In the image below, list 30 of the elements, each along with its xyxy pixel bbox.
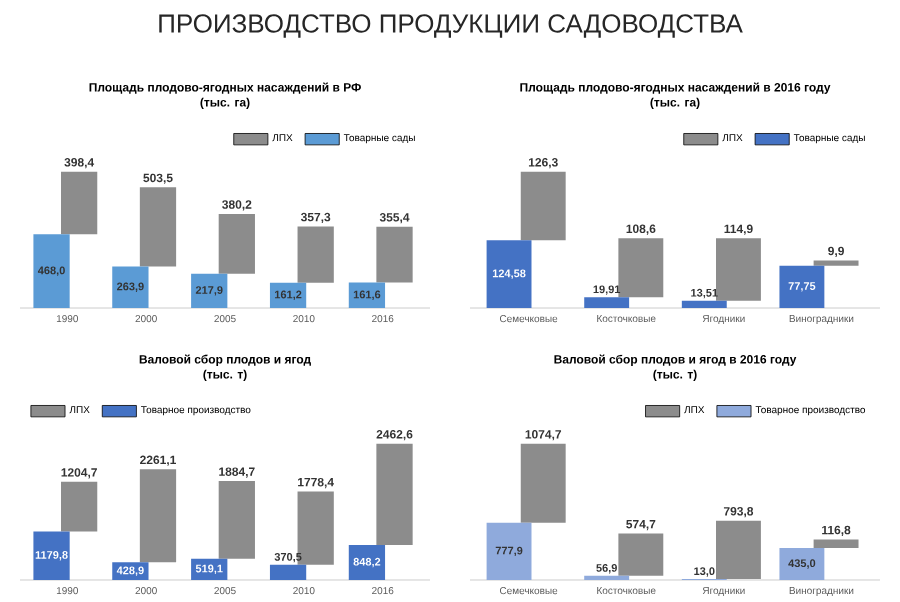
bar: [716, 237, 761, 301]
bar: [218, 480, 255, 559]
bar: [486, 239, 532, 308]
bar: [584, 296, 630, 308]
bar: [716, 520, 761, 579]
bar: [33, 234, 70, 308]
bar: [61, 481, 98, 532]
bar: [61, 171, 98, 235]
bar: [191, 273, 228, 308]
bar: [520, 443, 566, 523]
bar: [486, 522, 532, 580]
bar: [139, 186, 177, 267]
bar: [33, 531, 70, 580]
text: ПРОИЗВОДСТВО ПРОДУКЦИИ САДОВОДСТВА: [159, 13, 743, 38]
bar: [139, 468, 177, 562]
bar: [618, 533, 664, 576]
bar: [681, 300, 727, 308]
bar: [618, 237, 664, 297]
bar: [520, 171, 566, 240]
bar: [779, 265, 825, 308]
bar: [376, 226, 413, 283]
bar: [112, 266, 149, 308]
bar: [779, 547, 825, 580]
bar: [813, 539, 859, 548]
bar: [348, 544, 386, 580]
bar: [218, 213, 255, 274]
bar: [297, 226, 334, 283]
bar: [813, 260, 859, 266]
bar: [376, 443, 413, 545]
bar: [269, 564, 307, 580]
